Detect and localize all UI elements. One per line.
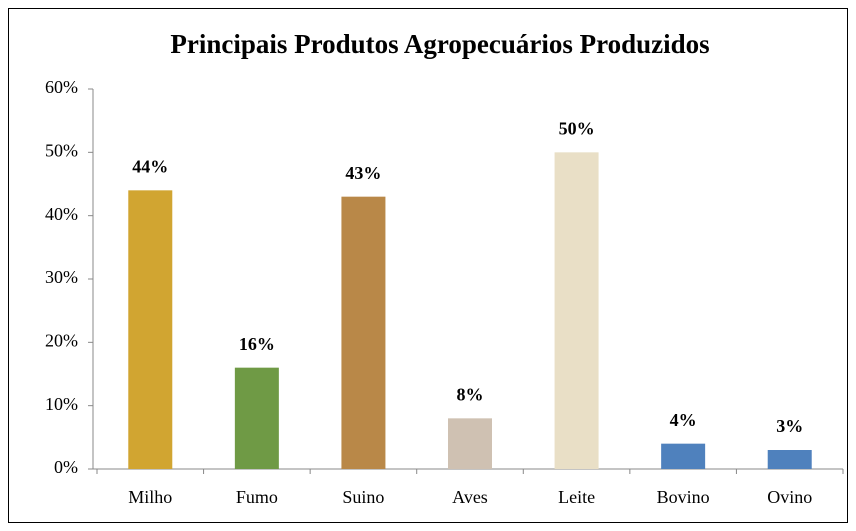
bar bbox=[448, 418, 492, 469]
bar bbox=[128, 190, 173, 470]
chart-title: Principais Produtos Agropecuários Produz… bbox=[170, 29, 709, 59]
y-tick-label: 50% bbox=[45, 140, 78, 160]
y-tick-label: 0% bbox=[54, 457, 78, 477]
bar bbox=[767, 450, 812, 469]
x-tick-label: Ovino bbox=[767, 487, 812, 507]
x-tick-label: Aves bbox=[452, 487, 488, 507]
bar bbox=[661, 443, 706, 469]
x-tick-label: Suino bbox=[342, 487, 384, 507]
y-tick-label: 10% bbox=[45, 394, 78, 414]
y-tick-label: 60% bbox=[45, 77, 78, 97]
data-label: 4% bbox=[670, 410, 697, 430]
y-tick-label: 30% bbox=[45, 267, 78, 287]
x-tick-label: Fumo bbox=[236, 487, 278, 507]
x-tick-label: Leite bbox=[558, 487, 595, 507]
bar bbox=[341, 196, 386, 469]
x-tick-label: Milho bbox=[128, 487, 172, 507]
y-tick-label: 20% bbox=[45, 330, 78, 350]
y-tick-label: 40% bbox=[45, 204, 78, 224]
data-label: 3% bbox=[776, 416, 803, 436]
bar bbox=[234, 367, 279, 469]
data-label: 8% bbox=[457, 384, 484, 404]
bar bbox=[554, 152, 599, 470]
data-label: 43% bbox=[345, 163, 381, 183]
data-label: 44% bbox=[132, 156, 168, 176]
data-label: 16% bbox=[239, 334, 275, 354]
data-label: 50% bbox=[559, 118, 595, 138]
x-tick-label: Bovino bbox=[657, 487, 710, 507]
